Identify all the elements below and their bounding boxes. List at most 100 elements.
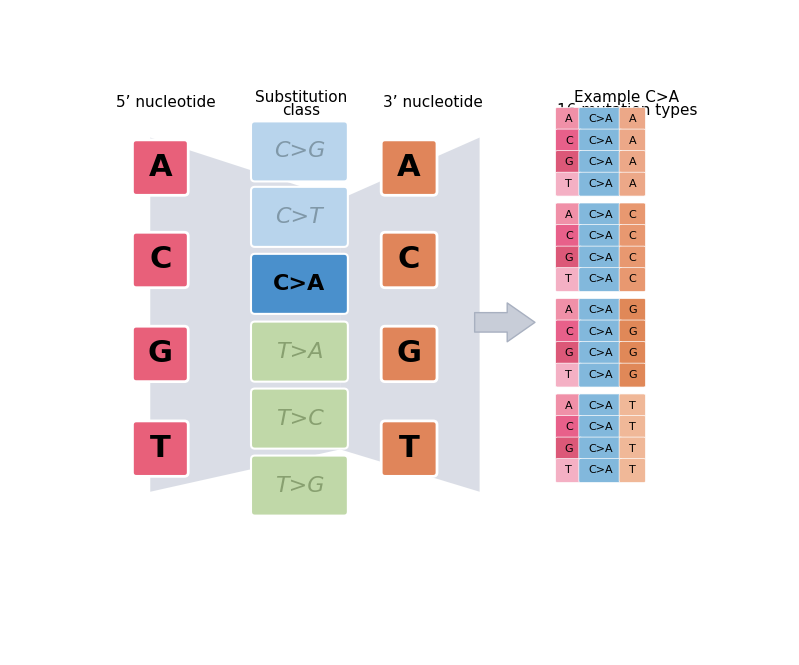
Text: C>A: C>A (588, 231, 613, 241)
Text: C>G: C>G (274, 142, 325, 162)
FancyBboxPatch shape (133, 421, 189, 476)
Text: C>A: C>A (588, 253, 613, 263)
Text: A: A (565, 114, 573, 124)
Text: G: G (628, 370, 637, 380)
Text: A: A (565, 209, 573, 219)
Text: C>A: C>A (588, 179, 613, 189)
Text: G: G (628, 305, 637, 315)
FancyBboxPatch shape (578, 416, 622, 440)
FancyBboxPatch shape (578, 342, 622, 366)
FancyBboxPatch shape (381, 232, 437, 288)
Text: C>A: C>A (588, 114, 613, 124)
Text: C: C (565, 231, 573, 241)
Text: T>C: T>C (276, 408, 324, 429)
Text: C>A: C>A (588, 465, 613, 475)
FancyBboxPatch shape (578, 394, 622, 418)
Text: Substitution: Substitution (255, 90, 348, 105)
FancyBboxPatch shape (555, 246, 582, 270)
Text: 5’ nucleotide: 5’ nucleotide (116, 95, 216, 110)
FancyBboxPatch shape (578, 108, 622, 132)
FancyBboxPatch shape (555, 459, 582, 483)
Text: C: C (629, 209, 636, 219)
Text: C>A: C>A (588, 305, 613, 315)
FancyBboxPatch shape (619, 129, 646, 153)
Text: C: C (629, 253, 636, 263)
Text: C>A: C>A (588, 400, 613, 410)
Text: 16 mutation types: 16 mutation types (557, 103, 697, 118)
Text: T: T (150, 434, 171, 463)
Text: C>A: C>A (588, 274, 613, 284)
FancyBboxPatch shape (578, 203, 622, 227)
FancyBboxPatch shape (619, 151, 646, 174)
FancyArrowPatch shape (475, 303, 535, 342)
Text: T: T (566, 465, 572, 475)
Text: T: T (566, 274, 572, 284)
FancyBboxPatch shape (619, 268, 646, 291)
Text: T: T (629, 444, 636, 454)
FancyBboxPatch shape (555, 268, 582, 291)
FancyBboxPatch shape (578, 246, 622, 270)
Text: T: T (566, 370, 572, 380)
FancyBboxPatch shape (578, 437, 622, 461)
FancyBboxPatch shape (251, 388, 348, 449)
Text: C>A: C>A (588, 422, 613, 432)
FancyBboxPatch shape (619, 172, 646, 196)
Text: C: C (398, 245, 420, 275)
Text: A: A (149, 153, 172, 182)
FancyBboxPatch shape (578, 268, 622, 291)
Text: G: G (564, 253, 573, 263)
FancyBboxPatch shape (619, 394, 646, 418)
Text: T: T (399, 434, 419, 463)
Text: C>A: C>A (588, 157, 613, 167)
FancyBboxPatch shape (555, 342, 582, 366)
FancyBboxPatch shape (619, 203, 646, 227)
Text: G: G (564, 348, 573, 358)
FancyBboxPatch shape (555, 363, 582, 387)
Text: C: C (629, 231, 636, 241)
FancyBboxPatch shape (381, 327, 437, 382)
Text: C>A: C>A (588, 370, 613, 380)
FancyBboxPatch shape (619, 246, 646, 270)
FancyBboxPatch shape (578, 299, 622, 323)
Text: C: C (565, 136, 573, 146)
Text: A: A (397, 153, 421, 182)
FancyBboxPatch shape (251, 322, 348, 382)
Polygon shape (340, 138, 479, 491)
FancyBboxPatch shape (555, 151, 582, 174)
Text: C>A: C>A (588, 327, 613, 336)
FancyBboxPatch shape (555, 320, 582, 344)
Text: G: G (396, 339, 422, 368)
FancyBboxPatch shape (251, 187, 348, 247)
FancyBboxPatch shape (555, 416, 582, 440)
FancyBboxPatch shape (251, 254, 348, 314)
Text: A: A (565, 400, 573, 410)
Text: T: T (629, 422, 636, 432)
Text: A: A (629, 114, 636, 124)
Text: Example C>A: Example C>A (574, 90, 679, 105)
FancyBboxPatch shape (578, 459, 622, 483)
FancyBboxPatch shape (133, 140, 189, 196)
Text: C: C (149, 245, 172, 275)
FancyBboxPatch shape (619, 459, 646, 483)
FancyBboxPatch shape (381, 140, 437, 196)
Text: C>T: C>T (276, 207, 324, 227)
Text: G: G (628, 327, 637, 336)
FancyBboxPatch shape (578, 129, 622, 153)
FancyBboxPatch shape (578, 151, 622, 174)
Text: T: T (566, 179, 572, 189)
FancyBboxPatch shape (251, 122, 348, 182)
FancyBboxPatch shape (619, 342, 646, 366)
Text: A: A (629, 136, 636, 146)
FancyBboxPatch shape (578, 363, 622, 387)
Text: G: G (564, 157, 573, 167)
FancyBboxPatch shape (555, 437, 582, 461)
FancyBboxPatch shape (133, 327, 189, 382)
Text: C: C (629, 274, 636, 284)
FancyBboxPatch shape (555, 172, 582, 196)
FancyBboxPatch shape (619, 299, 646, 323)
FancyBboxPatch shape (555, 394, 582, 418)
Text: A: A (629, 157, 636, 167)
Text: A: A (565, 305, 573, 315)
Text: C>A: C>A (588, 136, 613, 146)
FancyBboxPatch shape (619, 108, 646, 132)
